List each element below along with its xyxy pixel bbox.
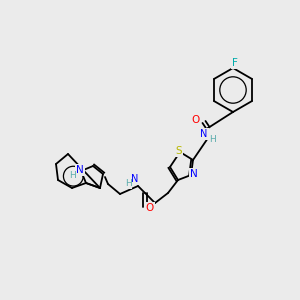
- Text: N: N: [131, 174, 139, 184]
- Text: N: N: [200, 129, 208, 139]
- Text: O: O: [192, 115, 200, 125]
- Text: H: H: [124, 179, 131, 188]
- Text: N: N: [190, 169, 198, 179]
- Text: S: S: [176, 146, 182, 156]
- Text: H: H: [70, 172, 76, 181]
- Text: H: H: [208, 136, 215, 145]
- Text: N: N: [76, 165, 84, 175]
- Text: F: F: [232, 58, 238, 68]
- Text: O: O: [146, 203, 154, 213]
